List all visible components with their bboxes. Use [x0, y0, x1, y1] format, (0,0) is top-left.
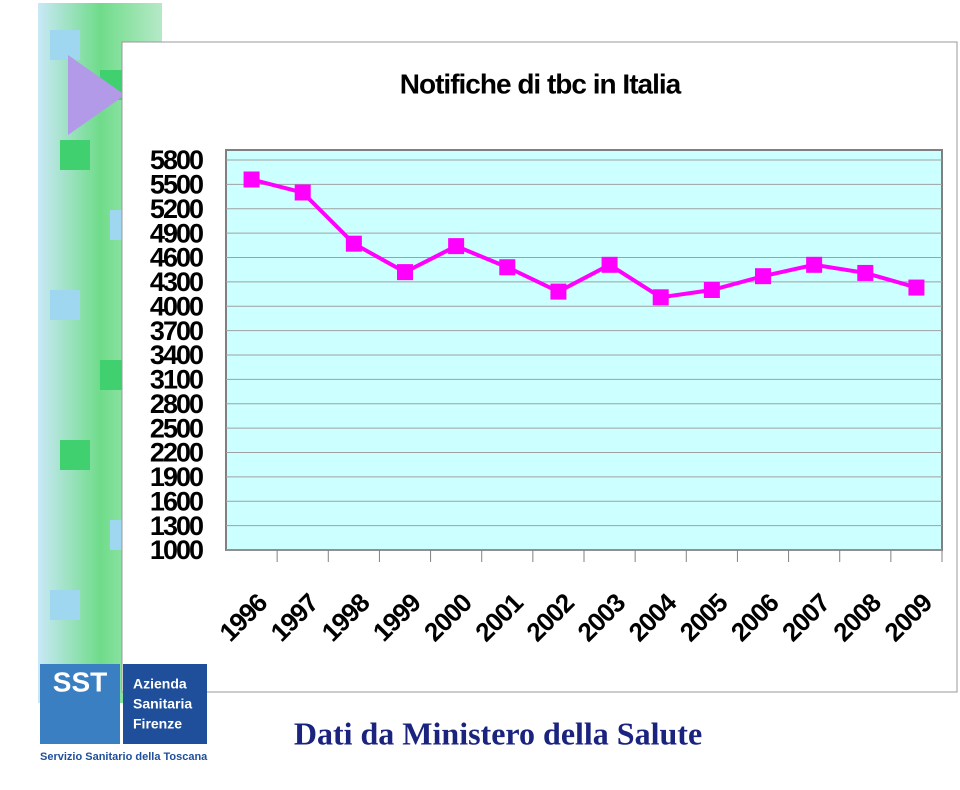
y-tick-label: 1300: [150, 511, 203, 541]
y-tick-label: 3700: [150, 316, 203, 346]
y-tick-label: 5800: [150, 145, 203, 175]
marker: [294, 184, 311, 201]
marker: [857, 264, 874, 281]
logo-abbr: SST: [53, 666, 107, 697]
marker: [345, 235, 362, 252]
y-tick-label: 1600: [150, 486, 203, 516]
y-tick-label: 5200: [150, 194, 203, 224]
marker: [397, 264, 413, 281]
y-tick-label: 4900: [150, 218, 203, 248]
chart-title: Notifiche di tbc in Italia: [400, 68, 682, 99]
y-tick-label: 3100: [150, 365, 203, 395]
marker: [499, 259, 516, 276]
marker: [448, 238, 465, 255]
logo-caption: Servizio Sanitario della Toscana: [40, 751, 208, 763]
y-tick-label: 4300: [150, 267, 203, 297]
y-tick-label: 5500: [150, 170, 203, 200]
y-tick-label: 4600: [150, 243, 203, 273]
logo-line: Firenze: [133, 716, 182, 732]
y-tick-label: 2500: [150, 413, 203, 443]
marker: [806, 256, 823, 273]
line: [251, 177, 917, 300]
plot-area: [225, 149, 943, 551]
marker: [908, 279, 925, 296]
y-tick-label: 2200: [150, 438, 203, 468]
logo: SST Azienda Sanitaria Firenze Servizio S…: [40, 664, 208, 763]
logo-line: Sanitaria: [133, 696, 192, 712]
source-note: Dati da Ministero della Salute: [294, 715, 702, 751]
y-tick-label: 3400: [150, 340, 203, 370]
y-tick-label: 1000: [150, 535, 203, 565]
marker: [550, 283, 567, 300]
y-tick-label: 4000: [150, 291, 203, 321]
y-tick-label: 1900: [150, 462, 203, 492]
logo-line: Azienda: [133, 676, 187, 692]
marker: [652, 289, 669, 306]
marker: [243, 171, 260, 188]
marker: [755, 268, 771, 285]
marker: [703, 282, 720, 298]
y-tick-label: 2800: [150, 389, 203, 419]
marker: [601, 256, 618, 273]
